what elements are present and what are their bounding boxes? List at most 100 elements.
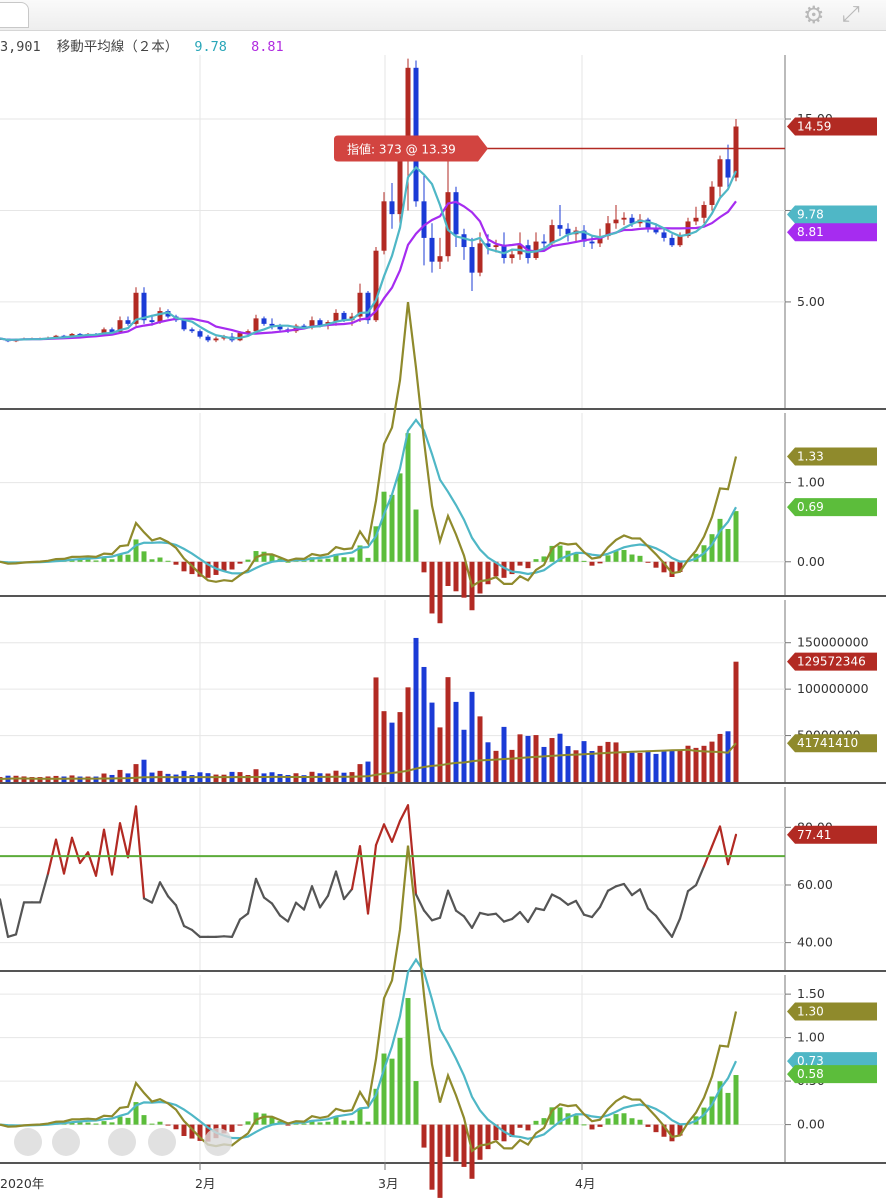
histogram-bar <box>349 1120 355 1125</box>
limit-order-label-text: 指値: 373 @ 13.39 <box>347 141 456 156</box>
histogram-bar <box>669 1124 675 1142</box>
histogram-bar <box>421 561 427 573</box>
volume-average-tag-shape <box>787 734 877 753</box>
rsi-line-segment <box>246 877 258 915</box>
rsi-line-segment <box>110 822 122 876</box>
histogram-bar <box>141 551 147 562</box>
macd-main-tag: 1.30 <box>787 1002 877 1021</box>
signal-line <box>0 418 737 576</box>
histogram-bar <box>645 1124 651 1127</box>
candle-body <box>245 331 251 334</box>
histogram-bar <box>517 561 523 566</box>
volume-bar <box>213 774 219 782</box>
volume-bar <box>565 746 571 782</box>
candle-body <box>381 201 387 251</box>
histogram-bar <box>629 1118 635 1125</box>
histogram-bar <box>413 509 419 562</box>
chart-tab[interactable] <box>0 2 29 28</box>
volume-bar <box>117 769 123 782</box>
histogram-bar <box>229 561 235 570</box>
scroll-back-button[interactable] <box>148 1128 176 1156</box>
candle-body <box>341 312 347 321</box>
candle-body <box>77 333 83 336</box>
histogram-bar <box>301 560 307 562</box>
rsi-line-segment <box>390 819 402 843</box>
expand-arrows-icon[interactable]: ⤢ <box>842 2 860 27</box>
volume-bar <box>397 712 403 782</box>
volume-bar <box>669 750 675 782</box>
osc-main-tag-text: 1.33 <box>797 450 824 464</box>
volume-bar <box>653 753 659 782</box>
rsi-line-segment <box>6 933 18 938</box>
macd-line <box>0 301 738 589</box>
candle-body <box>541 241 547 244</box>
histogram-bar <box>229 1124 235 1132</box>
scroll-forward-button[interactable] <box>204 1128 232 1156</box>
macd-histogram-tag-text: 0.58 <box>797 1067 824 1081</box>
signal-line <box>0 957 737 1140</box>
volume-bar <box>285 775 291 782</box>
rsi-line-segment <box>606 885 618 892</box>
candle-body <box>509 254 515 259</box>
ma-long-tag-shape <box>787 223 877 242</box>
rsi-line-segment <box>590 905 602 919</box>
ma-long-line <box>0 200 737 342</box>
y-tick-label: 0.00 <box>797 554 825 569</box>
histogram-bar <box>317 1122 323 1125</box>
histogram-bar <box>493 1124 499 1141</box>
histogram-bar <box>253 1112 259 1125</box>
volume-last-tag-shape <box>787 652 877 671</box>
volume-bar <box>413 637 419 782</box>
histogram-bar <box>525 561 531 569</box>
histogram-bar <box>597 561 603 564</box>
histogram-bar <box>533 559 539 562</box>
volume-bar <box>133 764 139 782</box>
volume-bar <box>701 745 707 782</box>
histogram-bar <box>461 1124 467 1167</box>
histogram-bar <box>717 518 723 562</box>
rsi-line-segment <box>150 881 162 904</box>
first-page-button[interactable] <box>14 1128 42 1156</box>
rsi-line-segment <box>694 865 706 887</box>
volume-bar <box>525 735 531 782</box>
osc-signal-tag-shape <box>787 498 877 517</box>
volume-average-tag-text: 41741410 <box>797 736 858 750</box>
rsi-line-segment <box>542 893 554 912</box>
histogram-bar <box>405 998 411 1125</box>
volume-bar <box>541 746 547 782</box>
gear-icon[interactable]: ⚙ <box>803 1 825 29</box>
histogram-bar <box>325 558 331 562</box>
candle-body <box>669 237 675 246</box>
candle-body <box>445 192 451 257</box>
histogram-bar <box>677 561 683 572</box>
histogram-bar <box>589 561 595 566</box>
candle-body <box>653 228 659 233</box>
osc-main-tag-shape <box>787 447 877 466</box>
candle-body <box>557 225 563 229</box>
candle-body <box>181 320 187 330</box>
volume-bar <box>357 764 363 782</box>
histogram-bar <box>389 1058 395 1125</box>
ma-short-tag-shape <box>787 205 877 224</box>
histogram-bar <box>509 1124 515 1137</box>
rsi-line-segment <box>270 902 282 917</box>
candle-body <box>405 67 411 152</box>
candle-body <box>125 320 131 324</box>
scroll-left-button[interactable] <box>108 1128 136 1156</box>
y-tick-label: 100000000 <box>797 681 869 696</box>
limit-order-label-shape <box>334 135 488 162</box>
candle-body <box>205 336 211 341</box>
rsi-line-segment <box>526 907 538 924</box>
previous-page-button[interactable] <box>52 1128 80 1156</box>
volume-bar <box>597 745 603 782</box>
histogram-bar <box>141 1115 147 1125</box>
volume-bar <box>573 750 579 782</box>
histogram-bar <box>149 1123 155 1125</box>
volume-bar <box>221 774 227 782</box>
volume-bar <box>637 752 643 782</box>
candle-body <box>589 241 595 244</box>
rsi-line-segment <box>422 909 434 922</box>
volume-bar <box>501 726 507 782</box>
volume-bar <box>621 753 627 782</box>
